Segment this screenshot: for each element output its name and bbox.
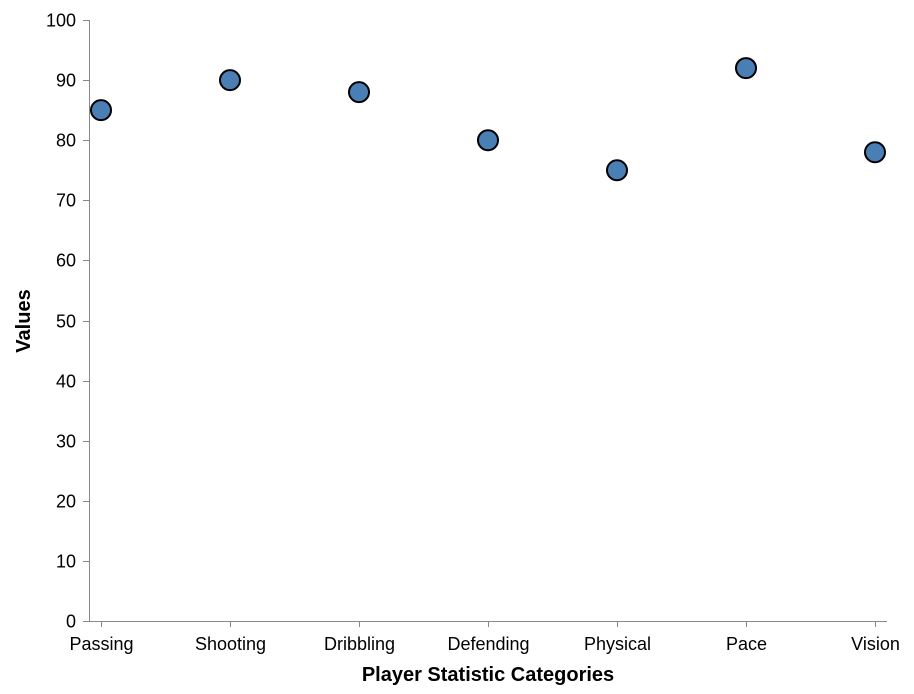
x-tick-label: Passing xyxy=(69,634,133,654)
y-tick-label: 0 xyxy=(66,612,76,632)
x-tick-label: Vision xyxy=(851,634,900,654)
data-point xyxy=(736,58,756,78)
data-points xyxy=(91,58,885,180)
x-tick-label: Physical xyxy=(584,634,651,654)
data-point xyxy=(865,142,885,162)
data-point xyxy=(607,160,627,180)
y-axis: 0 10 20 30 40 50 60 70 80 90 100 xyxy=(46,11,90,632)
x-axis: Passing Shooting Dribbling Defending Physica… xyxy=(69,621,899,654)
y-tick-label: 70 xyxy=(56,191,76,211)
y-tick-label: 40 xyxy=(56,372,76,392)
y-tick-label: 100 xyxy=(46,11,76,31)
y-tick-label: 90 xyxy=(56,71,76,91)
x-tick-label: Shooting xyxy=(195,634,266,654)
data-point xyxy=(220,70,240,90)
y-tick-label: 10 xyxy=(56,552,76,572)
data-point xyxy=(478,130,498,150)
x-tick-label: Dribbling xyxy=(324,634,395,654)
x-axis-title: Player Statistic Categories xyxy=(362,664,614,686)
x-tick-label: Pace xyxy=(726,634,767,654)
x-tick-label: Defending xyxy=(447,634,529,654)
y-axis-title: Values xyxy=(13,289,35,352)
data-point xyxy=(349,82,369,102)
y-tick-label: 20 xyxy=(56,492,76,512)
y-tick-label: 50 xyxy=(56,312,76,332)
data-point xyxy=(91,100,111,120)
y-tick-label: 80 xyxy=(56,131,76,151)
y-tick-label: 30 xyxy=(56,432,76,452)
y-tick-label: 60 xyxy=(56,251,76,271)
